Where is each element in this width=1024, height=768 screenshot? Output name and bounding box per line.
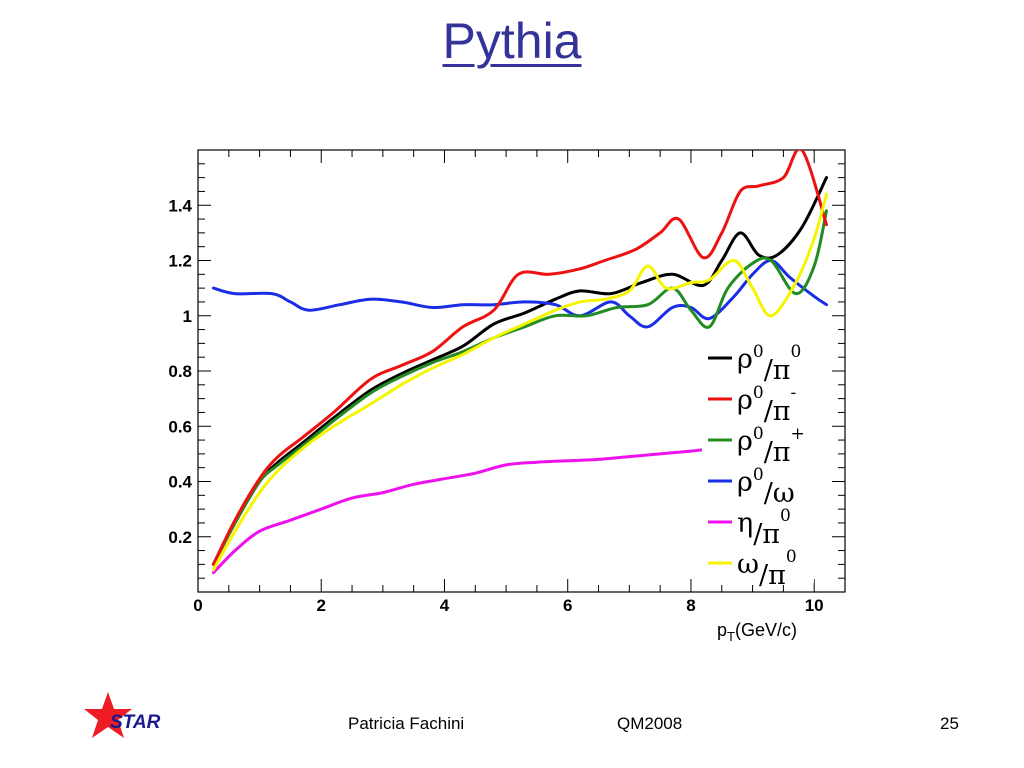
y-tick-label: 1.2 bbox=[168, 252, 192, 271]
x-tick-label: 4 bbox=[440, 596, 450, 615]
x-tick-label: 2 bbox=[317, 596, 326, 615]
x-axis-label: pT(GeV/c) bbox=[717, 620, 797, 644]
y-tick-label: 0.4 bbox=[168, 473, 192, 492]
y-tick-label: 0.2 bbox=[168, 528, 192, 547]
x-tick-label: 8 bbox=[686, 596, 695, 615]
footer-page-number: 25 bbox=[940, 714, 959, 733]
series-line-2 bbox=[211, 209, 828, 566]
footer-event: QM2008 bbox=[617, 714, 683, 733]
series-line-0 bbox=[211, 176, 828, 566]
series-line-1 bbox=[211, 150, 828, 566]
slide-title: Pythia bbox=[442, 13, 582, 69]
legend-label: ρ0/π+ bbox=[737, 424, 805, 468]
line-chart: 0 2 4 6 8 10 0.2 0.4 0.6 0.8 1 1.2 1.4 pT(GeV/c) ρ0/π0… bbox=[168, 149, 846, 644]
star-logo-text: STAR bbox=[110, 712, 161, 733]
x-tick-label: 0 bbox=[193, 596, 202, 615]
series-line-5 bbox=[211, 192, 828, 572]
y-tick-label: 0.8 bbox=[168, 362, 192, 381]
series-line-3 bbox=[211, 259, 828, 329]
footer-author: Patricia Fachini bbox=[348, 714, 465, 733]
y-tick-label: 1.4 bbox=[168, 196, 192, 215]
star-logo: STAR bbox=[84, 692, 161, 738]
series-group bbox=[211, 150, 828, 575]
star-icon bbox=[84, 692, 132, 738]
legend-label: η/π0 bbox=[737, 506, 791, 550]
legend-label: ρ0/ω bbox=[737, 465, 795, 509]
series-line-4 bbox=[211, 448, 705, 575]
y-tick-label: 0.6 bbox=[168, 417, 192, 436]
x-tick-label: 6 bbox=[563, 596, 572, 615]
legend-label: ρ0/π0 bbox=[737, 342, 801, 386]
x-tick-label: 10 bbox=[805, 596, 824, 615]
y-tick-label: 1 bbox=[183, 307, 192, 326]
legend-box bbox=[702, 343, 814, 583]
legend-label: ω/π0 bbox=[737, 547, 797, 591]
legend-label: ρ0/π- bbox=[737, 383, 796, 427]
